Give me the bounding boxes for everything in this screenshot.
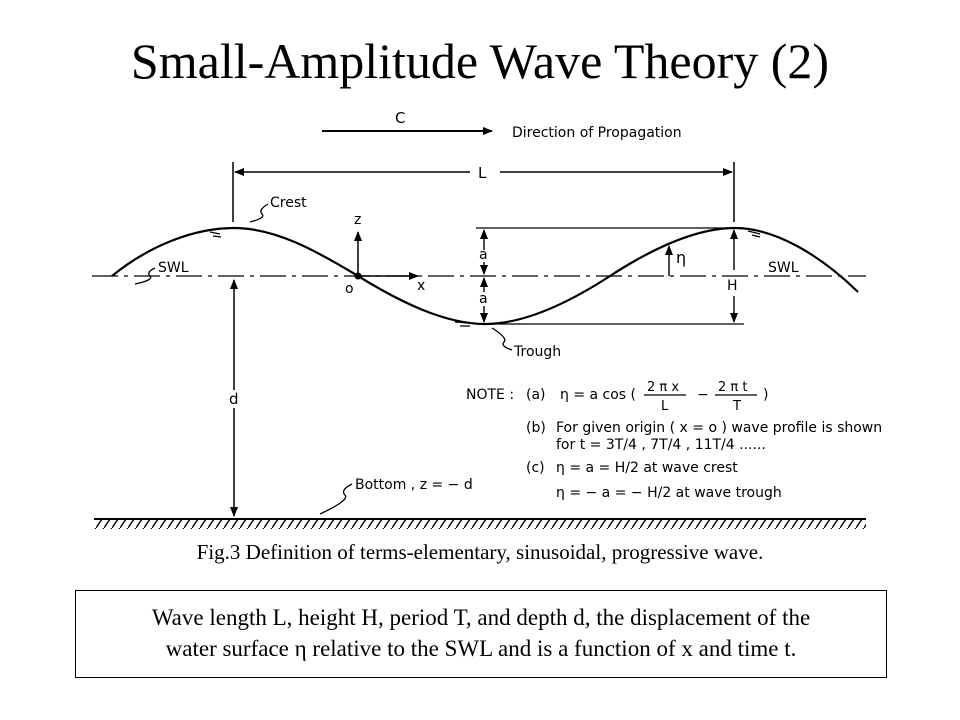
note-a-equation: η = a cos ( <box>560 387 636 403</box>
swl-left-leader <box>134 267 156 285</box>
note-label: NOTE : <box>466 387 514 403</box>
note-c-prefix: (c) <box>526 460 545 476</box>
swl-left-label: SWL <box>158 260 189 276</box>
note-b-line2: for t = 3T/4 , 7T/4 , 11T/4 ...... <box>556 437 766 453</box>
trough-label: Trough <box>513 344 561 360</box>
celerity-label: C <box>395 109 405 127</box>
note-b-prefix: (b) <box>526 420 546 436</box>
bottom-leader <box>319 483 353 515</box>
z-axis-label: z <box>354 212 361 228</box>
direction-label: Direction of Propagation <box>512 125 682 141</box>
description-line-1: Wave length L, height H, period T, and d… <box>151 605 811 630</box>
note-c-line2: η = − a = − H/2 at wave trough <box>556 485 782 501</box>
note-a-frac1-den: L <box>661 399 669 414</box>
note-c-line1: η = a = H/2 at wave crest <box>556 460 738 476</box>
description-box: Wave length L, height H, period T, and d… <box>75 590 887 678</box>
x-axis-label: x <box>417 278 425 294</box>
crest-label: Crest <box>270 195 307 211</box>
note-a-frac2-den: T <box>732 399 741 414</box>
note-a-minus: − <box>697 387 709 403</box>
slide-title: Small-Amplitude Wave Theory (2) <box>130 33 830 89</box>
figure-caption: Fig.3 Definition of terms-elementary, si… <box>196 540 764 564</box>
bottom-label: Bottom , z = − d <box>355 477 473 493</box>
amplitude-lower-label: a <box>479 291 488 307</box>
description-line-2: water surface η relative to the SWL and … <box>165 636 797 661</box>
note-a-close: ) <box>763 387 768 403</box>
trough-leader <box>491 327 513 351</box>
note-a-frac1-num: 2 π x <box>647 380 679 395</box>
depth-label: d <box>229 390 239 408</box>
origin-label: o <box>345 281 354 297</box>
note-a-prefix: (a) <box>526 387 546 403</box>
trough-water-mark <box>454 321 470 327</box>
height-label: H <box>727 278 738 294</box>
eta-label: η <box>676 248 686 267</box>
swl-right-label: SWL <box>768 260 799 276</box>
right-crest-water-mark <box>747 230 761 238</box>
wavelength-label: L <box>478 164 487 182</box>
note-a-frac2-num: 2 π t <box>718 380 747 395</box>
crest-leader <box>249 203 269 223</box>
crest-water-mark <box>209 231 222 238</box>
amplitude-upper-label: a <box>479 247 488 263</box>
note-b-line1: For given origin ( x = o ) wave profile … <box>556 420 882 436</box>
sea-bed-hatch <box>94 519 866 529</box>
